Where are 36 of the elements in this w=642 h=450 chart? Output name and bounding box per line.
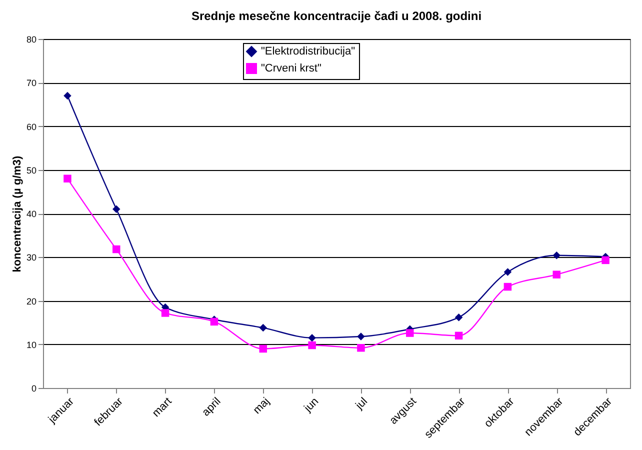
point	[259, 324, 267, 332]
x-tick-label: jun	[301, 396, 322, 416]
point	[112, 205, 120, 214]
point	[454, 313, 463, 322]
y-tick-label: 30	[26, 252, 36, 263]
point	[210, 318, 218, 326]
point	[406, 329, 414, 337]
y-tick-label: 60	[26, 122, 36, 132]
legend-label: "Crveni krst"	[261, 62, 322, 74]
point	[552, 270, 560, 278]
point	[259, 344, 267, 353]
point	[357, 344, 365, 352]
point	[112, 245, 120, 254]
point	[161, 309, 170, 317]
chart-title: Srednje mesečne koncentracije čađi u 2008. godini	[191, 9, 482, 23]
point	[64, 92, 72, 100]
y-tick-label: 80	[26, 34, 36, 44]
point	[504, 282, 512, 291]
y-axis-title: koncentracija (µ g/m3)	[11, 155, 24, 272]
y-tick-label: 50	[26, 165, 36, 176]
y-tick-label: 40	[26, 209, 36, 219]
point	[357, 332, 365, 340]
point	[552, 252, 560, 260]
point	[454, 332, 463, 340]
y-tick-label: 20	[26, 296, 36, 306]
y-tick-label: 0	[31, 384, 36, 394]
point	[504, 268, 512, 276]
y-tick-label: 70	[26, 78, 36, 88]
point	[602, 256, 610, 264]
legend-label: "Elektrodistribucija"	[261, 46, 356, 58]
x-tick-label: jul	[352, 396, 370, 412]
point	[308, 341, 316, 350]
x-tick-label: maj	[251, 396, 272, 417]
point	[308, 334, 316, 342]
point	[64, 174, 72, 182]
y-tick-label: 10	[26, 340, 36, 350]
